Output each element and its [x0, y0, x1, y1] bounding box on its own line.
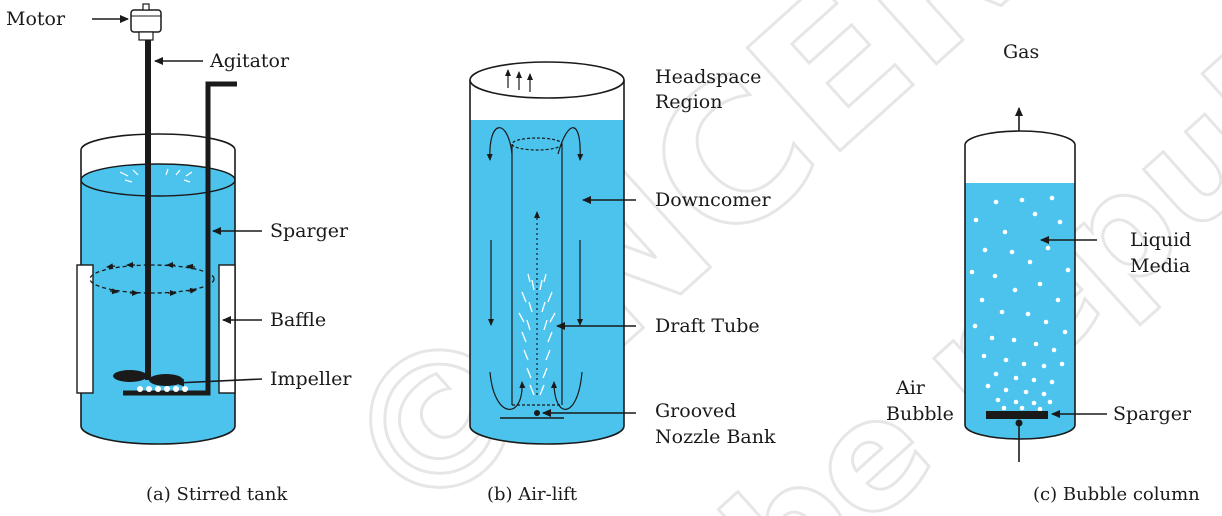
air-lift-liquid [470, 120, 624, 444]
swirl-flow [89, 262, 215, 296]
label-liquid-1: Liquid [1130, 229, 1191, 251]
stirred-tank-diagram: Motor Agitator Sparger Baffle Impeller (… [6, 3, 352, 505]
caption-bubble-column: (c) Bubble column [1033, 484, 1200, 505]
stirred-tank-wall [80, 133, 236, 445]
circulation-right [557, 127, 584, 161]
label-headspace-1: Headspace [655, 66, 761, 88]
stirred-tank-liquid-surface [80, 163, 236, 197]
air-bubbles [969, 195, 1071, 412]
label-agitator: Agitator [209, 50, 290, 72]
label-nozzle-1: Grooved [655, 400, 736, 422]
nozzle-point [534, 410, 540, 416]
label-baffle: Baffle [270, 309, 326, 331]
label-sparger-c: Sparger [1113, 403, 1192, 425]
label-impeller: Impeller [270, 368, 352, 390]
impeller-arrow [175, 378, 263, 387]
motor-icon [130, 3, 162, 41]
label-sparger: Sparger [270, 220, 349, 242]
stirred-tank-liquid [81, 180, 235, 444]
bottom-loop-right [551, 371, 583, 410]
label-air-2: Bubble [886, 403, 954, 425]
bubble-column-diagram: Gas Liquid Media Air Bubble Sparger (c) … [886, 41, 1200, 505]
label-downcomer: Downcomer [655, 189, 772, 211]
sparger-bubbles [137, 386, 188, 392]
sparger-pipe [123, 81, 237, 396]
caption-stirred-tank: (a) Stirred tank [146, 484, 288, 505]
headspace-gas-arrows [505, 69, 533, 92]
label-gas: Gas [1003, 41, 1039, 63]
headspace-top [469, 61, 625, 99]
air-lift-diagram: Headspace Region Downcomer Draft Tube Gr… [469, 61, 776, 505]
bubble-column-wall [964, 130, 1076, 440]
label-nozzle-2: Nozzle Bank [655, 426, 776, 448]
bubble-plume [518, 273, 556, 396]
impeller-icon [113, 370, 183, 386]
label-motor: Motor [6, 8, 66, 30]
label-air-1: Air [895, 377, 926, 399]
label-draft-tube: Draft Tube [655, 315, 760, 337]
caption-air-lift: (b) Air-lift [487, 484, 578, 505]
sparger-bar [986, 411, 1048, 419]
air-lift-wall [469, 80, 625, 445]
baffle-right [218, 264, 236, 394]
circulation-left [486, 127, 513, 161]
bottom-loop-left [489, 371, 526, 410]
baffle-left [76, 264, 94, 394]
label-headspace-2: Region [655, 91, 722, 113]
label-liquid-2: Media [1130, 255, 1190, 277]
agitator-shaft [145, 40, 151, 380]
